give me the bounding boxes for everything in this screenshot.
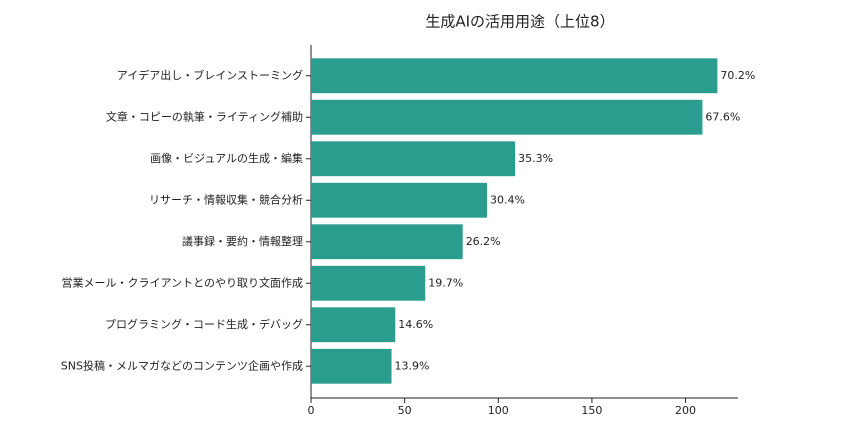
x-tick-label: 0 [308, 404, 315, 417]
y-tick-label: 議事録・要約・情報整理 [182, 234, 303, 248]
bar [311, 265, 426, 301]
x-tick-label: 100 [488, 404, 509, 417]
value-label: 70.2% [720, 69, 755, 82]
bar [311, 182, 488, 218]
y-tick-label: プログラミング・コード生成・デバッグ [105, 317, 303, 331]
bar [311, 307, 396, 343]
chart-title: 生成AIの活用用途（上位8） [425, 13, 614, 31]
bar [311, 141, 516, 177]
value-label: 13.9% [395, 359, 430, 372]
x-tick-label: 150 [581, 404, 602, 417]
value-label: 19.7% [428, 276, 463, 289]
bar [311, 99, 703, 135]
y-tick-label: 画像・ビジュアルの生成・編集 [150, 151, 303, 165]
bar [311, 58, 718, 94]
value-label: 35.3% [518, 152, 553, 165]
y-tick-label: アイデア出し・ブレインストーミング [117, 68, 303, 82]
bar [311, 224, 463, 260]
y-tick-label: リサーチ・情報収集・競合分析 [149, 192, 303, 206]
y-tick-label: SNS投稿・メルマガなどのコンテンツ企画や作成 [61, 358, 303, 372]
value-label: 14.6% [398, 318, 433, 331]
bar [311, 348, 392, 384]
x-tick-label: 200 [675, 404, 696, 417]
y-tick-label: 文章・コピーの執筆・ライティング補助 [106, 109, 303, 123]
value-label: 30.4% [490, 193, 525, 206]
y-tick-label: 営業メール・クライアントとのやり取り文面作成 [62, 275, 303, 289]
x-tick-label: 50 [398, 404, 412, 417]
value-label: 67.6% [705, 110, 740, 123]
value-label: 26.2% [466, 235, 501, 248]
